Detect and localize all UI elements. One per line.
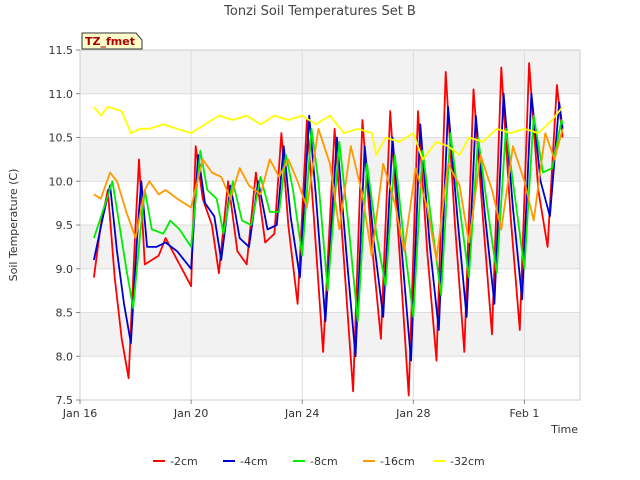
x-tick-label: Jan 16 [62, 407, 97, 420]
x-tick-label: Jan 28 [395, 407, 430, 420]
y-tick-label: 11.0 [49, 88, 74, 101]
series-line--8cm [93, 114, 564, 323]
plot-band [80, 137, 580, 182]
legend-label--8cm: -8cm [310, 455, 338, 468]
y-tick-label: 8.0 [56, 350, 74, 363]
y-axis-label: Soil Temperature (C) [7, 169, 20, 282]
x-axis-ticks: Jan 16 Jan 20 Jan 24 Jan 28 Feb 1 [62, 400, 539, 420]
legend-label--16cm: -16cm [380, 455, 415, 468]
y-tick-label: 10.5 [49, 132, 74, 145]
y-axis-ticks: 7.5 8.0 8.5 9.0 9.5 10.0 10.5 11.0 11.5 [49, 44, 80, 407]
x-tick-label: Jan 24 [284, 407, 319, 420]
badge-box [81, 32, 143, 50]
series-line--16cm [93, 127, 564, 261]
chart-title: Tonzi Soil Temperatures Set B [223, 4, 416, 19]
y-tick-label: 9.5 [56, 219, 74, 232]
legend: -2cm -4cm -8cm -16cm -32cm [153, 455, 485, 468]
x-tick-label: Jan 20 [173, 407, 208, 420]
y-tick-label: 9.0 [56, 263, 74, 276]
plot-band [80, 312, 580, 357]
plot-band [80, 50, 580, 94]
y-tick-label: 8.5 [56, 307, 74, 320]
x-axis-label: Time [550, 423, 578, 436]
tz-fmet-badge: TZ_fmet [81, 32, 143, 50]
badge-label: TZ_fmet [85, 35, 135, 48]
x-tick-label: Feb 1 [509, 407, 539, 420]
legend-label--32cm: -32cm [450, 455, 485, 468]
y-tick-label: 7.5 [56, 394, 74, 407]
y-tick-label: 10.0 [49, 175, 74, 188]
legend-label--4cm: -4cm [240, 455, 268, 468]
y-tick-label: 11.5 [49, 44, 74, 57]
series-line--4cm [93, 92, 564, 362]
series-line--2cm [93, 62, 564, 397]
series-lines [93, 62, 564, 397]
series-line--32cm [93, 106, 564, 161]
legend-label--2cm: -2cm [170, 455, 198, 468]
